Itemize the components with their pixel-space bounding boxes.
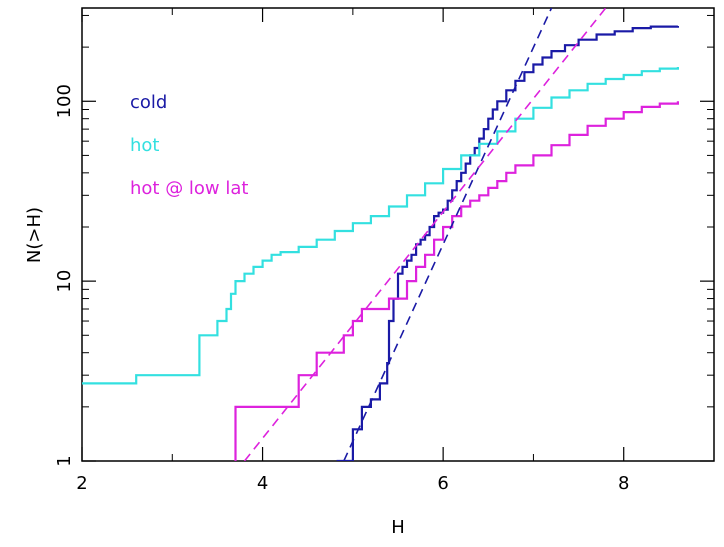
x-axis-label: H — [391, 517, 405, 538]
x-tick-label: 4 — [257, 473, 268, 494]
legend-entry: hot — [130, 135, 159, 156]
legend-entry: cold — [130, 92, 167, 113]
ticks-layer: 2 4 6 8 1 10 100 — [54, 8, 715, 494]
series-line-cold — [336, 25, 679, 461]
y-tick-label: 10 — [54, 270, 75, 293]
series-line-fit-4 — [243, 8, 607, 461]
x-tick-label: 2 — [76, 473, 87, 494]
legend-entry: hot @ low lat — [130, 178, 248, 199]
series-line-hot — [82, 67, 679, 385]
series-line-fit-3 — [343, 8, 553, 461]
x-tick-label: 8 — [618, 473, 629, 494]
y-axis-label: N(>H) — [24, 207, 45, 263]
x-tick-label: 6 — [437, 473, 448, 494]
legend: cold hot hot @ low lat — [130, 92, 248, 199]
series-layer — [82, 8, 679, 461]
series-line-hot-low-lat — [234, 101, 679, 461]
y-tick-label: 1 — [54, 455, 75, 466]
y-tick-label: 100 — [54, 84, 75, 118]
plot-frame — [81, 7, 715, 462]
